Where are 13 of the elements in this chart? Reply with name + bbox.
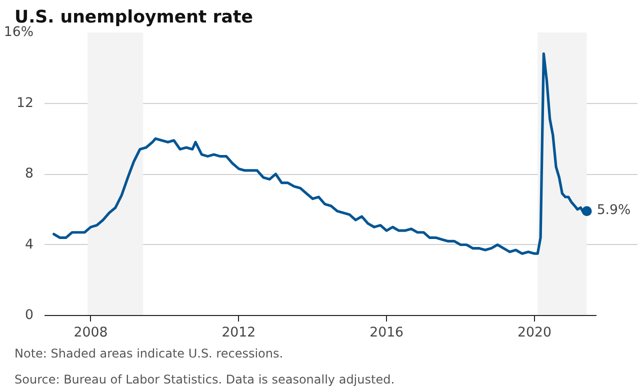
chart-title: U.S. unemployment rate (14, 8, 254, 28)
y-tick-label: 0 (25, 308, 34, 323)
text: Note: Shaded areas indicate U.S. recessions. (14, 346, 284, 360)
x-tick-label: 2008 (74, 326, 108, 340)
y-tick-label: 16% (4, 25, 34, 40)
y-tick-label: 4 (25, 237, 34, 252)
x-tick-label: 2020 (518, 326, 552, 340)
y-tick-label: 12 (16, 96, 34, 111)
source-note: Source: Bureau of Labor Statistics. Data is seasonally adjusted. (14, 372, 395, 386)
y-tick-label: 8 (25, 166, 34, 182)
x-tick-label: 2016 (370, 326, 404, 340)
annotation: 5.9% (596, 203, 631, 218)
x-tick-label: 2012 (222, 326, 256, 340)
